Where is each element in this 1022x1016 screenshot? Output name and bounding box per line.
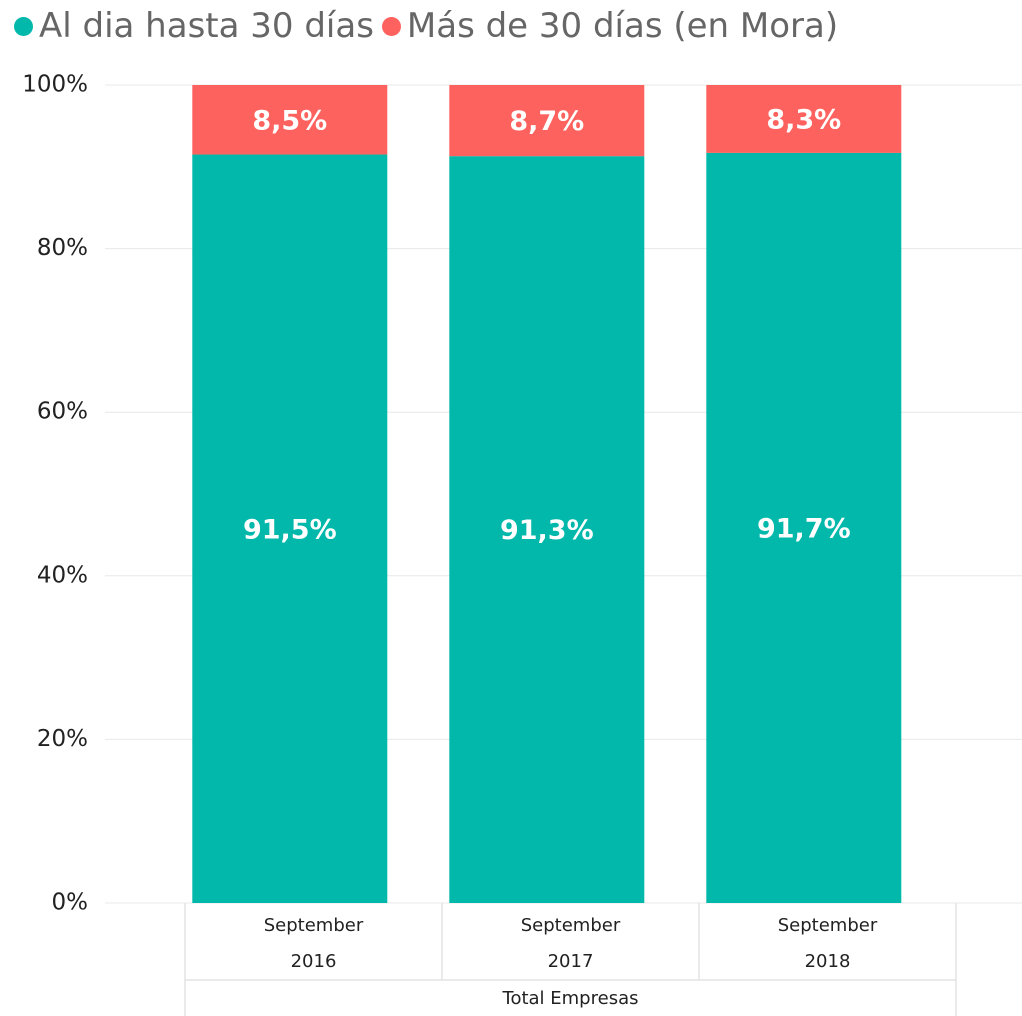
x-tick-label: September 2018 bbox=[777, 915, 878, 972]
legend-item: Más de 30 días (en Mora) bbox=[381, 6, 839, 46]
bar-segment bbox=[449, 85, 645, 157]
y-tick-label: 100% bbox=[22, 72, 88, 98]
data-label: 8,5% bbox=[252, 105, 327, 136]
data-label: 91,3% bbox=[500, 515, 594, 546]
data-label: 91,7% bbox=[757, 513, 851, 544]
y-tick-label: 0% bbox=[52, 890, 89, 916]
bar-segment bbox=[706, 85, 902, 153]
legend-label: Al dia hasta 30 días bbox=[39, 6, 374, 46]
legend-marker bbox=[381, 16, 401, 36]
group-label: Total Empresas bbox=[502, 988, 639, 1009]
x-tick-label: September 2016 bbox=[263, 915, 364, 972]
bar-segment bbox=[706, 152, 902, 904]
legend-label: Más de 30 días (en Mora) bbox=[406, 6, 839, 46]
data-label: 8,3% bbox=[766, 104, 841, 135]
legend: Al dia hasta 30 días Más de 30 días (en M… bbox=[14, 6, 838, 46]
y-tick-label: 80% bbox=[37, 235, 88, 261]
y-tick-label: 20% bbox=[37, 726, 88, 752]
y-tick-label: 60% bbox=[37, 399, 88, 425]
bar-segment bbox=[192, 154, 388, 903]
legend-marker bbox=[14, 16, 33, 36]
bar-segment bbox=[449, 156, 645, 903]
bar-segment bbox=[192, 85, 388, 155]
data-label: 8,7% bbox=[509, 106, 584, 137]
x-tick-label: September 2017 bbox=[520, 915, 621, 972]
legend-item: Al dia hasta 30 días bbox=[14, 6, 374, 46]
y-tick-label: 40% bbox=[37, 562, 88, 588]
data-label: 91,5% bbox=[243, 514, 337, 545]
